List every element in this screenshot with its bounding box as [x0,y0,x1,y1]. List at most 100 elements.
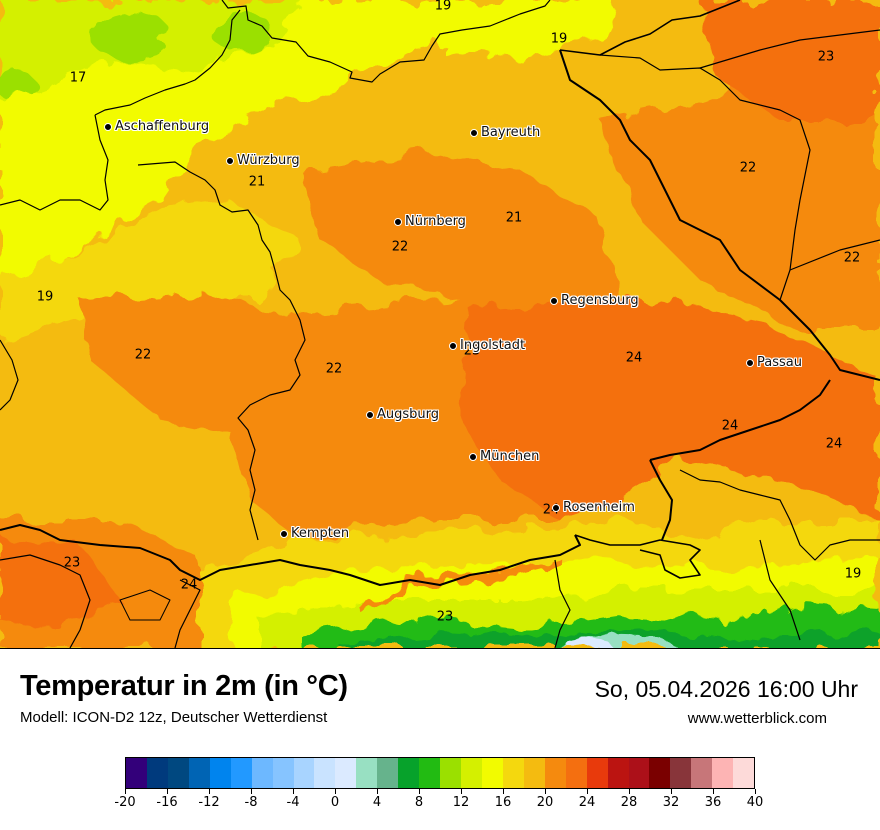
colorbar-swatch [188,758,210,788]
tick-label: 24 [578,795,596,810]
colorbar-swatch [230,758,252,788]
city-name: Regensburg [561,293,639,308]
city-name: Nürnberg [405,214,466,229]
temperature-value-label: 23 [463,343,481,359]
colorbar-swatch [523,758,545,788]
temperature-value-label: 19 [434,0,452,14]
tick-mark [209,789,210,794]
tick-label: 16 [494,795,512,810]
colorbar-swatch [126,758,147,788]
colorbar-swatch [209,758,231,788]
tick-label: 4 [372,795,382,810]
tick-label: 0 [330,795,340,810]
city-marker: Nürnberg [394,214,466,229]
city-dot-icon [226,156,234,165]
tick-mark [167,789,168,794]
colorbar-swatch [398,758,420,788]
valid-datetime: So, 05.04.2026 16:00 Uhr [594,676,858,702]
colorbar-swatch [272,758,294,788]
tick-mark [587,789,588,794]
city-marker: Ingolstadt [449,338,525,353]
colorbar-swatch [670,758,692,788]
temperature-value-label: 24 [721,418,739,434]
city-marker: Augsburg [366,407,439,422]
city-dot-icon [280,529,288,538]
temperature-value-label: 19 [844,566,862,582]
colorbar-swatch [419,758,441,788]
tick-mark [545,789,546,794]
city-name: Aschaffenburg [115,119,210,134]
tick-mark [461,789,462,794]
temperature-value-label: 19 [36,289,54,305]
colorbar-swatch [440,758,461,788]
colorbar-swatch [167,758,189,788]
city-dot-icon [104,122,112,131]
colorbar-swatch [251,758,273,788]
city-dot-icon [470,128,478,137]
tick-label: 36 [704,795,722,810]
colorbar-swatch [607,758,629,788]
city-dot-icon [550,296,558,305]
city-marker: Regensburg [550,293,639,308]
tick-mark [377,789,378,794]
city-marker: München [469,449,539,464]
temperature-value-label: 24 [180,577,198,593]
city-dot-icon [394,217,402,226]
model-source: Modell: ICON-D2 12z, Deutscher Wetterdie… [20,709,328,726]
colorbar-swatch [356,758,378,788]
tick-mark [629,789,630,794]
city-dot-icon [366,410,374,419]
city-marker: Würzburg [226,153,300,168]
city-dot-icon [746,358,754,367]
city-name: Rosenheim [563,500,635,515]
tick-mark [335,789,336,794]
tick-mark [419,789,420,794]
temperature-value-label: 24 [625,350,643,366]
tick-mark [713,789,714,794]
tick-label: -4 [286,795,300,810]
city-name: Würzburg [237,153,300,168]
temperature-value-label: 19 [550,31,568,47]
city-dot-icon [552,503,560,512]
city-dot-icon [449,341,457,350]
temperature-value-label: 17 [69,70,87,86]
temperature-value-label: 22 [843,250,861,266]
city-marker: Passau [746,355,802,370]
city-dot-icon [469,452,477,461]
tick-label: -20 [114,795,136,810]
colorbar-swatch [586,758,608,788]
tick-label: 12 [452,795,470,810]
colorbar-swatch [293,758,315,788]
temperature-value-label: 22 [739,160,757,176]
temperature-value-label: 24 [825,436,843,452]
city-name: Passau [757,355,802,370]
website-link[interactable]: www.wetterblick.com [687,710,827,727]
temperature-value-label: 22 [325,361,343,377]
tick-mark [755,789,756,794]
city-marker: Bayreuth [470,125,540,140]
city-name: Ingolstadt [460,338,526,353]
colorbar-swatch [691,758,713,788]
colorbar-swatch [565,758,587,788]
colorbar-ticks: -20 -16 -12 -8 -4 0 4 8 12 16 20 24 28 32 36 40 [114,789,763,819]
city-marker: Aschaffenburg [104,119,209,134]
temperature-value-label: 21 [505,210,523,226]
tick-mark [671,789,672,794]
colorbar-swatch [712,758,734,788]
colorbar [125,757,755,789]
tick-label: 32 [662,795,680,810]
city-name: Augsburg [377,407,440,422]
tick-mark [293,789,294,794]
colorbar-swatch [628,758,650,788]
temperature-value-label: 22 [391,239,409,255]
chart-title: Temperatur in 2m (in °C) [20,670,348,702]
colorbar-swatch [733,758,755,788]
colorbar-swatch [314,758,336,788]
tick-mark [503,789,504,794]
tick-label: 40 [746,795,764,810]
tick-label: -12 [198,795,220,810]
colorbar-swatch [544,758,566,788]
tick-mark [125,789,126,794]
colorbar-swatch [335,758,357,788]
colorbar-swatch [146,758,168,788]
